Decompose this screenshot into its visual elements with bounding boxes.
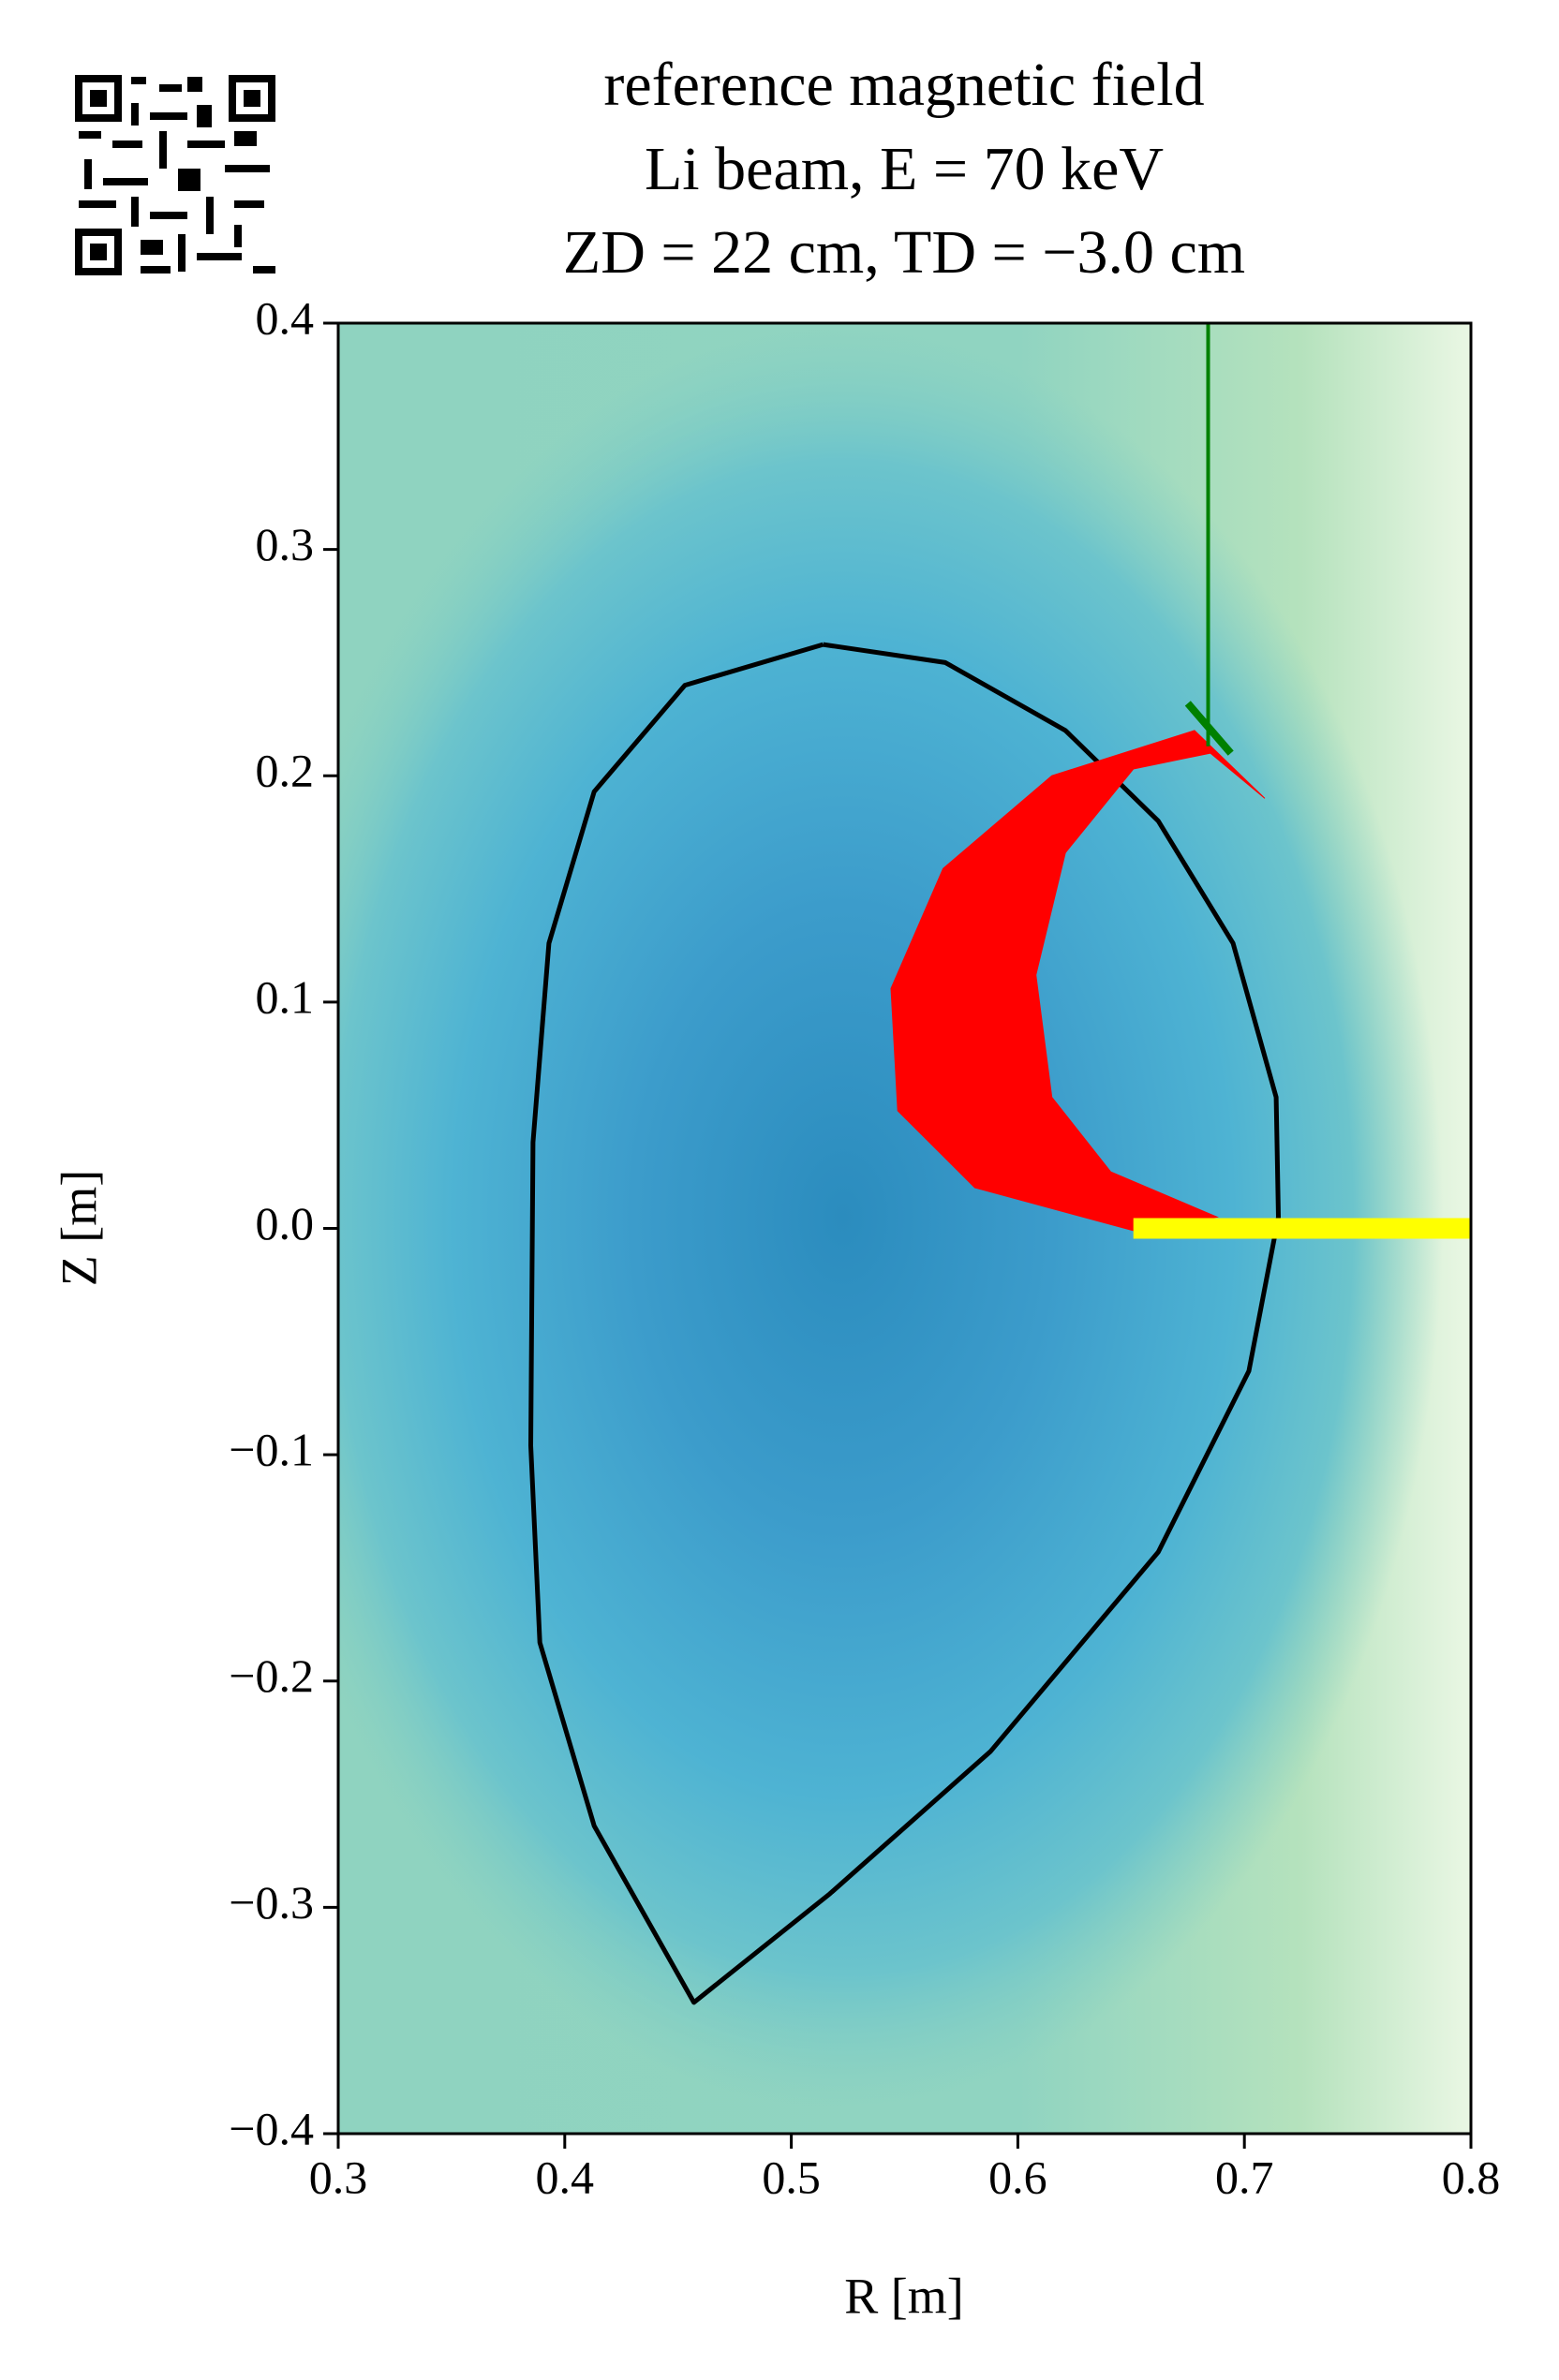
beam-trajectories — [890, 730, 1266, 1232]
x-tick-label: 0.5 — [762, 2151, 821, 2203]
y-tick-label: 0.0 — [256, 1197, 315, 1249]
x-tick-label: 0.7 — [1215, 2151, 1274, 2203]
y-tick-label: −0.3 — [229, 1876, 314, 1929]
x-tick-label: 0.6 — [988, 2151, 1047, 2203]
x-axis-label: R [m] — [844, 2268, 964, 2324]
x-tick-label: 0.8 — [1442, 2151, 1501, 2203]
qr-code — [73, 73, 277, 277]
y-tick-label: 0.1 — [256, 970, 315, 1023]
y-axis-label: Z [m] — [51, 1170, 107, 1286]
y-tick-label: 0.4 — [256, 291, 315, 344]
y-tick-label: −0.1 — [229, 1424, 314, 1476]
y-tick-label: −0.2 — [229, 1649, 314, 1702]
overlays — [528, 323, 1471, 2005]
y-tick-label: −0.4 — [229, 2102, 314, 2154]
x-tick-label: 0.3 — [309, 2151, 368, 2203]
chart-title: Li beam, E = 70 keV — [645, 135, 1164, 203]
y-tick-label: 0.3 — [256, 518, 315, 570]
beam-line — [1184, 701, 1234, 756]
y-tick-label: 0.2 — [256, 745, 315, 797]
x-tick-label: 0.4 — [536, 2151, 595, 2203]
chart-title: ZD = 22 cm, TD = −3.0 cm — [563, 218, 1245, 287]
chart-title: reference magnetic field — [603, 51, 1204, 119]
separatrix — [528, 642, 1281, 2005]
